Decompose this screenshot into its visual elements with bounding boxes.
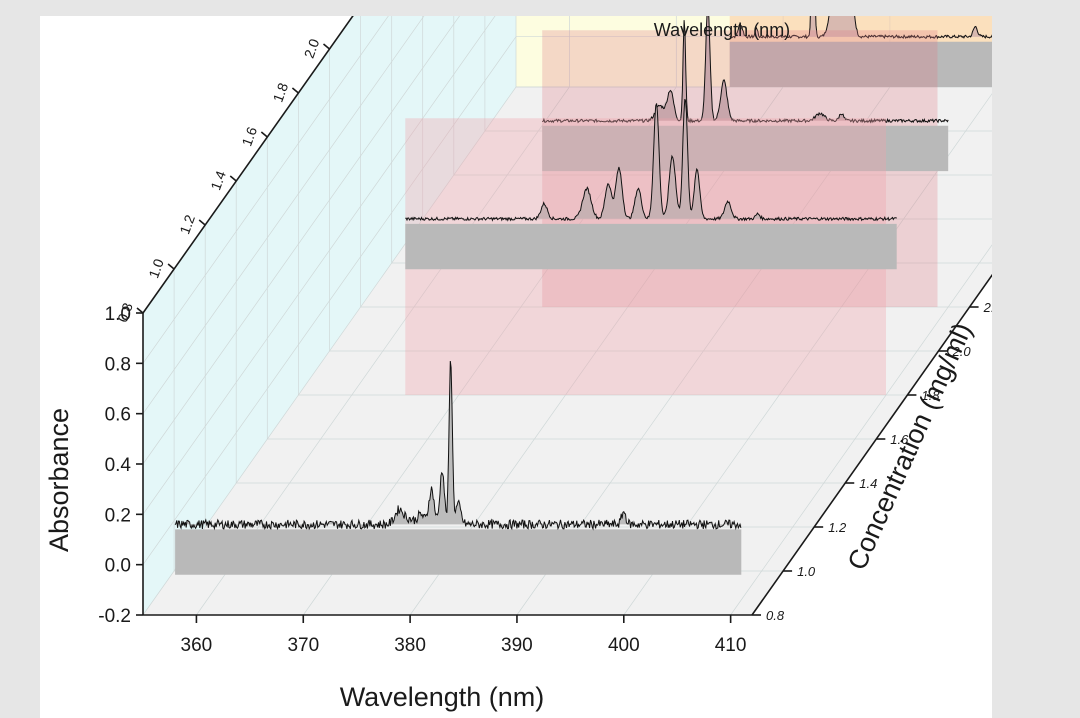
y-tick-label-1: 0.0: [105, 556, 131, 577]
x-axis-label: Wavelength (nm): [340, 682, 545, 712]
grid-z-10: [453, 16, 992, 176]
z-top-tick-label-6: 2.0: [301, 36, 323, 60]
series-base-2: [542, 125, 949, 172]
axes-layer: [136, 16, 992, 623]
chart-page: 360370380390400410360370380390400410-0.2…: [40, 16, 992, 718]
x-tick-label-5: 410: [715, 635, 747, 656]
grid-z-6: [329, 49, 939, 352]
series-line-0: [174, 360, 742, 531]
z-tick-label-5: 1.8: [921, 388, 940, 403]
series-layer: [174, 16, 992, 575]
z-tick-label-3: 1.4: [859, 476, 877, 491]
z-top-tick-label-3: 1.4: [207, 168, 229, 192]
y-tick-label-0: -0.2: [98, 606, 131, 627]
y-tick-label-5: 0.8: [105, 354, 131, 375]
x-tick-label-4: 400: [608, 635, 640, 656]
series-base-1: [405, 223, 897, 270]
z-top-tick-label-5: 1.8: [270, 80, 292, 104]
z-top-tick-label-4: 1.6: [238, 124, 260, 148]
series-1: [405, 98, 897, 395]
grid-z-4: [266, 137, 877, 440]
grid-z-3: [235, 181, 846, 484]
z-top-tick-1: [167, 263, 175, 270]
x-tick-label-3: 390: [501, 635, 533, 656]
series-3: [729, 16, 992, 87]
y-axis-label: Absorbance: [44, 408, 74, 552]
z-top-tick-5: [291, 87, 299, 94]
z-top-tick-0: [136, 307, 144, 314]
series-base-3: [729, 41, 992, 87]
x-axis-top-label: Wavelength (nm): [654, 20, 790, 40]
z-tick-label-1: 1.0: [797, 564, 816, 579]
y-tick-label-2: 0.2: [105, 505, 131, 526]
series-base-0: [175, 529, 742, 575]
y-tick-label-4: 0.6: [105, 405, 131, 426]
chart-3d-waterfall: 360370380390400410360370380390400410-0.2…: [44, 16, 992, 712]
x-tick-label-1: 370: [287, 635, 319, 656]
z-tick-label-4: 1.6: [890, 432, 909, 447]
grid-z-5: [298, 93, 908, 396]
series-0: [174, 360, 742, 575]
z-top-tick-6: [322, 43, 331, 50]
z-top-tick-label-1: 1.0: [145, 256, 167, 280]
z-tick-label-7: 2.2: [983, 300, 992, 315]
z-tick-label-0: 0.8: [766, 608, 785, 623]
z-top-tick-2: [198, 219, 206, 226]
z-top-tick-4: [260, 131, 268, 138]
series-line-3: [729, 16, 992, 40]
z-top-tick-label-2: 1.2: [176, 212, 198, 236]
y-tick-label-6: 1.0: [105, 304, 131, 325]
grid-z-7: [360, 16, 970, 308]
z-top-tick-label-0: 0.8: [114, 300, 136, 324]
z-tick-label-6: 2.0: [952, 344, 972, 359]
tick-layer: 360370380390400410360370380390400410-0.2…: [98, 16, 992, 656]
series-line-2: [542, 16, 949, 124]
y-tick-label-3: 0.4: [105, 455, 132, 476]
z-tick-label-2: 1.2: [828, 520, 847, 535]
series-line-1: [405, 98, 897, 222]
z-top-tick-3: [229, 175, 237, 182]
x-tick-label-2: 380: [394, 635, 426, 656]
grid-z-2: [204, 225, 815, 528]
x-tick-label-0: 360: [181, 635, 213, 656]
